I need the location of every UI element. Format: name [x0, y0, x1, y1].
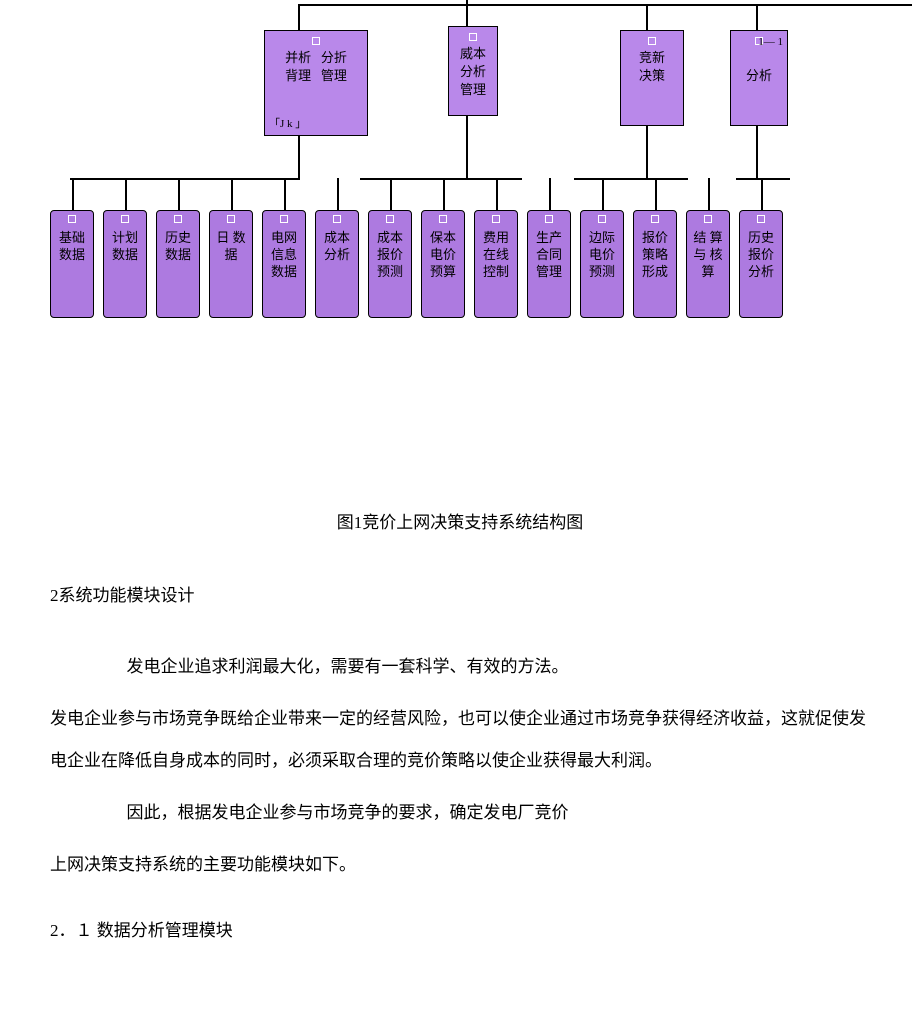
leaf-row: 基础 数据计划 数据历史 数据日 数 据电网 信息 数据成本 分析成本 报价 预…	[50, 210, 783, 318]
document-body: 2系统功能模块设计 发电企业追求利润最大化，需要有一套科学、有效的方法。 发电企…	[0, 581, 920, 941]
leaf-node: 基础 数据	[50, 210, 94, 318]
leaf-node: 结 算 与 核 算	[686, 210, 730, 318]
leaf-node: 报价 策略 形成	[633, 210, 677, 318]
leaf-node: 成本 分析	[315, 210, 359, 318]
leaf-node: 计划 数据	[103, 210, 147, 318]
leaf-node: 生产 合同 管理	[527, 210, 571, 318]
leaf-node: 成本 报价 预测	[368, 210, 412, 318]
leaf-node: 历史 数据	[156, 210, 200, 318]
diagram-container: 并析 分折 背理 管理「J k 」 威本 分析 管理 竞新 决策 分析1— 1 基础 …	[0, 0, 920, 340]
paragraph-lead: 因此，根据发电企业参与市场竞争的要求，确定发电厂竞价	[50, 792, 870, 834]
mid-node: 并析 分折 背理 管理「J k 」	[264, 30, 368, 136]
mid-node: 竞新 决策	[620, 30, 684, 126]
leaf-node: 费用 在线 控制	[474, 210, 518, 318]
leaf-node: 历史 报价 分析	[739, 210, 783, 318]
section-heading: 2系统功能模块设计	[50, 581, 870, 606]
paragraph-body: 上网决策支持系统的主要功能模块如下。	[50, 844, 870, 886]
mid-node: 威本 分析 管理	[448, 26, 498, 116]
figure-caption: 图1竞价上网决策支持系统结构图	[0, 508, 920, 533]
leaf-node: 保本 电价 预算	[421, 210, 465, 318]
leaf-node: 电网 信息 数据	[262, 210, 306, 318]
leaf-node: 边际 电价 预测	[580, 210, 624, 318]
mid-node: 分析1— 1	[730, 30, 788, 126]
subsection-heading: 2．１ 数据分析管理模块	[50, 916, 870, 941]
paragraph-lead: 发电企业追求利润最大化，需要有一套科学、有效的方法。	[50, 646, 870, 688]
leaf-node: 日 数 据	[209, 210, 253, 318]
paragraph-body: 发电企业参与市场竞争既给企业带来一定的经营风险，也可以使企业通过市场竞争获得经济…	[50, 698, 870, 782]
tree-diagram: 并析 分折 背理 管理「J k 」威本 分析 管理竞新 决策 分析1— 1基础 …	[170, 0, 920, 340]
